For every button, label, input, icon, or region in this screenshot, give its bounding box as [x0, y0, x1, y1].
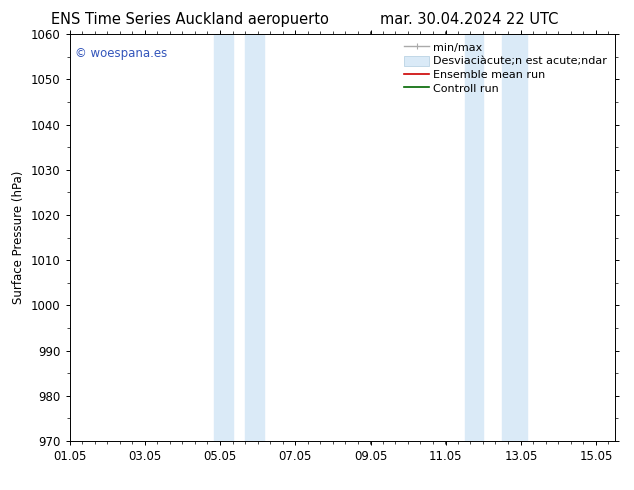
Legend: min/max, Desviaciàcute;n est acute;ndar, Ensemble mean run, Controll run: min/max, Desviaciàcute;n est acute;ndar,…	[402, 40, 609, 96]
Bar	[214, 34, 233, 441]
Bar	[465, 34, 483, 441]
Text: ENS Time Series Auckland aeropuerto: ENS Time Series Auckland aeropuerto	[51, 12, 329, 27]
Bar	[502, 34, 527, 441]
Y-axis label: Surface Pressure (hPa): Surface Pressure (hPa)	[13, 171, 25, 304]
Bar	[245, 34, 264, 441]
Text: © woespana.es: © woespana.es	[75, 47, 167, 59]
Text: mar. 30.04.2024 22 UTC: mar. 30.04.2024 22 UTC	[380, 12, 559, 27]
